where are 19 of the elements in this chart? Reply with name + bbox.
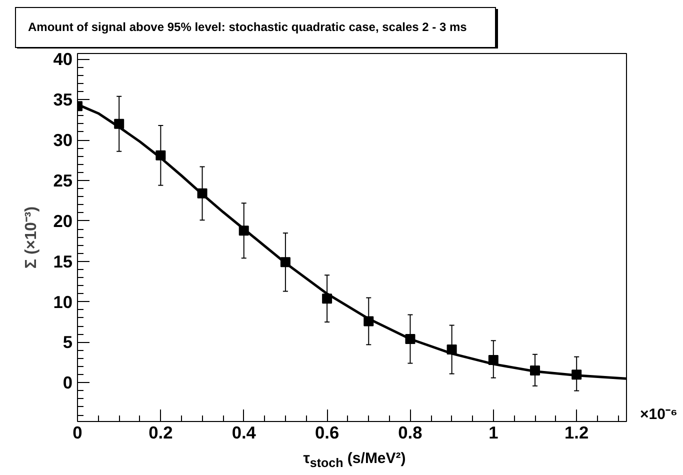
y-axis-title: Σ (×10⁻³) <box>23 206 40 269</box>
y-tick-label: 25 <box>53 170 73 190</box>
x-axis-title: τ$_{stoch}$ (s/MeV²) <box>303 450 406 471</box>
text: ×10⁻⁶ <box>640 405 678 425</box>
x-tick-label: 1 <box>488 422 499 442</box>
y-tick-label: 30 <box>53 130 73 150</box>
x-tick-label: 0.2 <box>148 422 173 442</box>
y-tick-label: 0 <box>62 372 73 393</box>
y-tick-label: 15 <box>53 251 73 272</box>
y-tick-label: 5 <box>62 332 73 352</box>
x-tick-label: 0.4 <box>232 422 256 442</box>
y-tick-label: 10 <box>53 292 73 312</box>
y-tick-label: 20 <box>53 210 73 231</box>
y-tick-label: 35 <box>53 90 73 110</box>
x-tick-label: 0.8 <box>398 422 423 442</box>
chart-title: Amount of signal above 95% level: stochastic quadratic case, scales 2 - 3 ms <box>15 7 496 48</box>
y-tick-label: 40 <box>53 49 73 70</box>
x-tick-label: 1.2 <box>564 422 589 442</box>
x-tick-label: 0.6 <box>315 422 340 442</box>
